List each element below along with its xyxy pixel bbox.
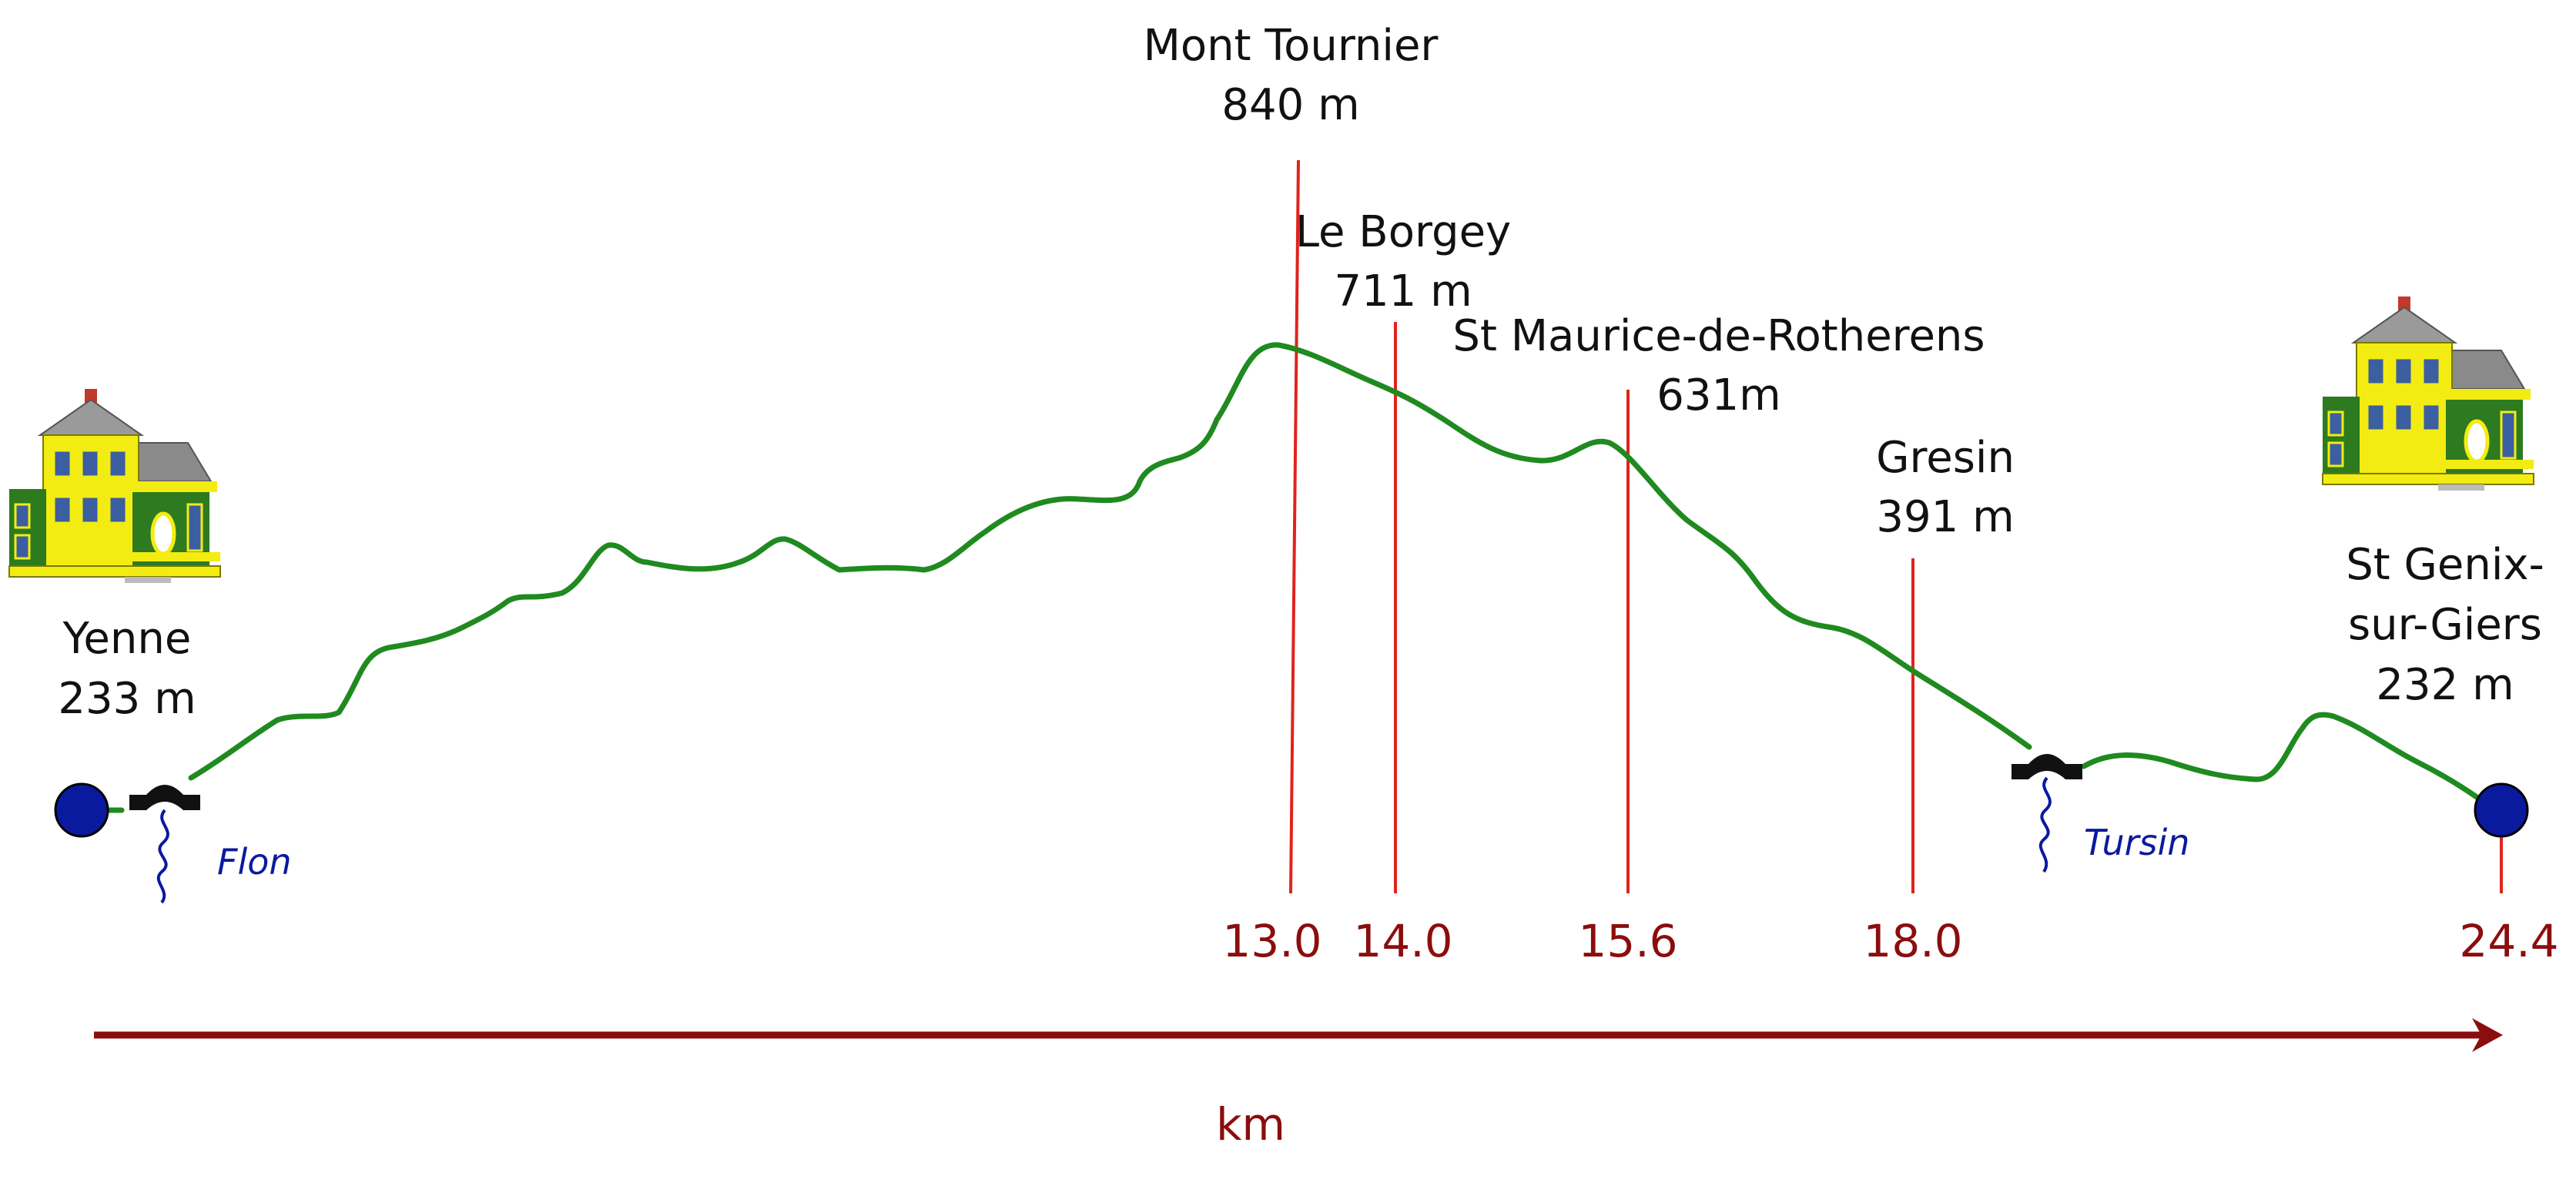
house-icon <box>2323 296 2534 491</box>
waypoint-altitude-le-borgey: 711 m <box>1334 266 1472 317</box>
bridge-icon <box>129 785 200 810</box>
km-label-st-genix: 24.4 <box>2459 915 2558 967</box>
km-label-mont-tournier: 13.0 <box>1222 915 1321 967</box>
waypoint-altitude-st-maurice: 631m <box>1656 370 1780 420</box>
end-altitude: 232 m <box>2376 660 2514 710</box>
river-icon <box>2038 776 2052 873</box>
river-name-flon: Flon <box>217 841 292 883</box>
start-name: Yenne <box>62 614 192 664</box>
end-point <box>2474 782 2529 838</box>
waypoint-markers <box>1289 159 2503 894</box>
bridge-icon <box>2012 754 2082 779</box>
end-name-line1: St Genix- <box>2346 540 2544 590</box>
km-label-le-borgey: 14.0 <box>1353 915 1452 967</box>
waypoint-name-mont-tournier: Mont Tournier <box>1144 21 1439 71</box>
marker-line-mont-tournier <box>1289 159 1300 894</box>
waypoint-altitude-mont-tournier: 840 m <box>1221 80 1359 130</box>
km-label-st-maurice: 15.6 <box>1578 915 1677 967</box>
elevation-profile-line <box>105 342 2498 813</box>
start-altitude: 233 m <box>58 674 196 724</box>
river-name-tursin: Tursin <box>2084 822 2189 863</box>
waypoint-name-le-borgey: Le Borgey <box>1295 207 1511 257</box>
start-point <box>54 782 109 838</box>
waypoint-altitude-gresin: 391 m <box>1876 492 2014 542</box>
waypoint-name-gresin: Gresin <box>1876 433 2015 483</box>
km-label-gresin: 18.0 <box>1863 915 1962 967</box>
axis-unit-label: km <box>1216 1098 1285 1151</box>
end-name-line2: sur-Giers <box>2348 600 2542 650</box>
distance-axis <box>94 1018 2503 1052</box>
waypoint-name-st-maurice: St Maurice-de-Rotherens <box>1452 311 1985 361</box>
river-icon <box>156 809 169 904</box>
axis-arrowhead <box>2472 1018 2503 1052</box>
house-icon <box>9 389 220 583</box>
